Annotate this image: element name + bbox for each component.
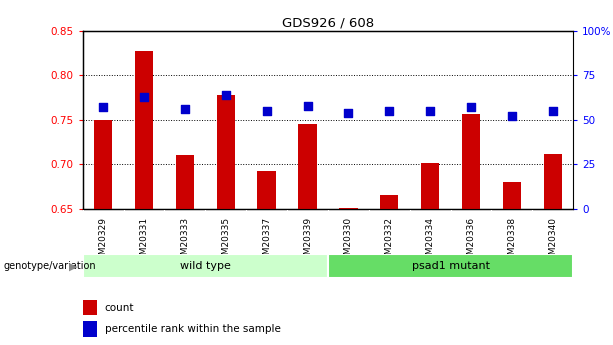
Point [98,105,108,110]
Point [548,108,558,114]
Text: genotype/variation: genotype/variation [3,262,96,271]
Bar [216,95,235,209]
Point [425,108,435,114]
Bar [176,155,194,209]
Bar [462,114,480,209]
Point [343,110,353,116]
Bar [94,120,112,209]
Text: GSM20330: GSM20330 [344,217,353,266]
Bar [328,254,573,278]
Text: GSM20338: GSM20338 [508,217,516,266]
Bar [83,254,328,278]
Text: GSM20331: GSM20331 [140,217,148,266]
Point [139,94,149,100]
Bar [380,195,398,209]
Point [180,107,190,112]
Text: GSM20339: GSM20339 [303,217,312,266]
Text: percentile rank within the sample: percentile rank within the sample [105,325,281,334]
Point [466,105,476,110]
Text: GSM20333: GSM20333 [180,217,189,266]
Text: GSM20335: GSM20335 [221,217,230,266]
Text: psad1 mutant: psad1 mutant [411,261,490,271]
Bar [83,299,97,315]
Bar [544,154,562,209]
Point [303,103,313,108]
Text: GSM20332: GSM20332 [385,217,394,266]
Text: count: count [105,303,134,313]
Text: GSM20340: GSM20340 [548,217,557,266]
Text: GSM20337: GSM20337 [262,217,271,266]
Bar [339,208,357,209]
Bar [299,124,317,209]
Text: GSM20334: GSM20334 [425,217,435,266]
Text: ▶: ▶ [69,262,78,271]
Point [262,108,272,114]
Text: GSM20336: GSM20336 [466,217,476,266]
Text: wild type: wild type [180,261,230,271]
Bar [83,321,97,337]
Bar [257,170,276,209]
Title: GDS926 / 608: GDS926 / 608 [282,17,374,30]
Point [507,114,517,119]
Bar [135,51,153,209]
Point [221,92,230,98]
Bar [503,182,521,209]
Text: GSM20329: GSM20329 [99,217,108,266]
Bar [421,164,440,209]
Point [384,108,394,114]
